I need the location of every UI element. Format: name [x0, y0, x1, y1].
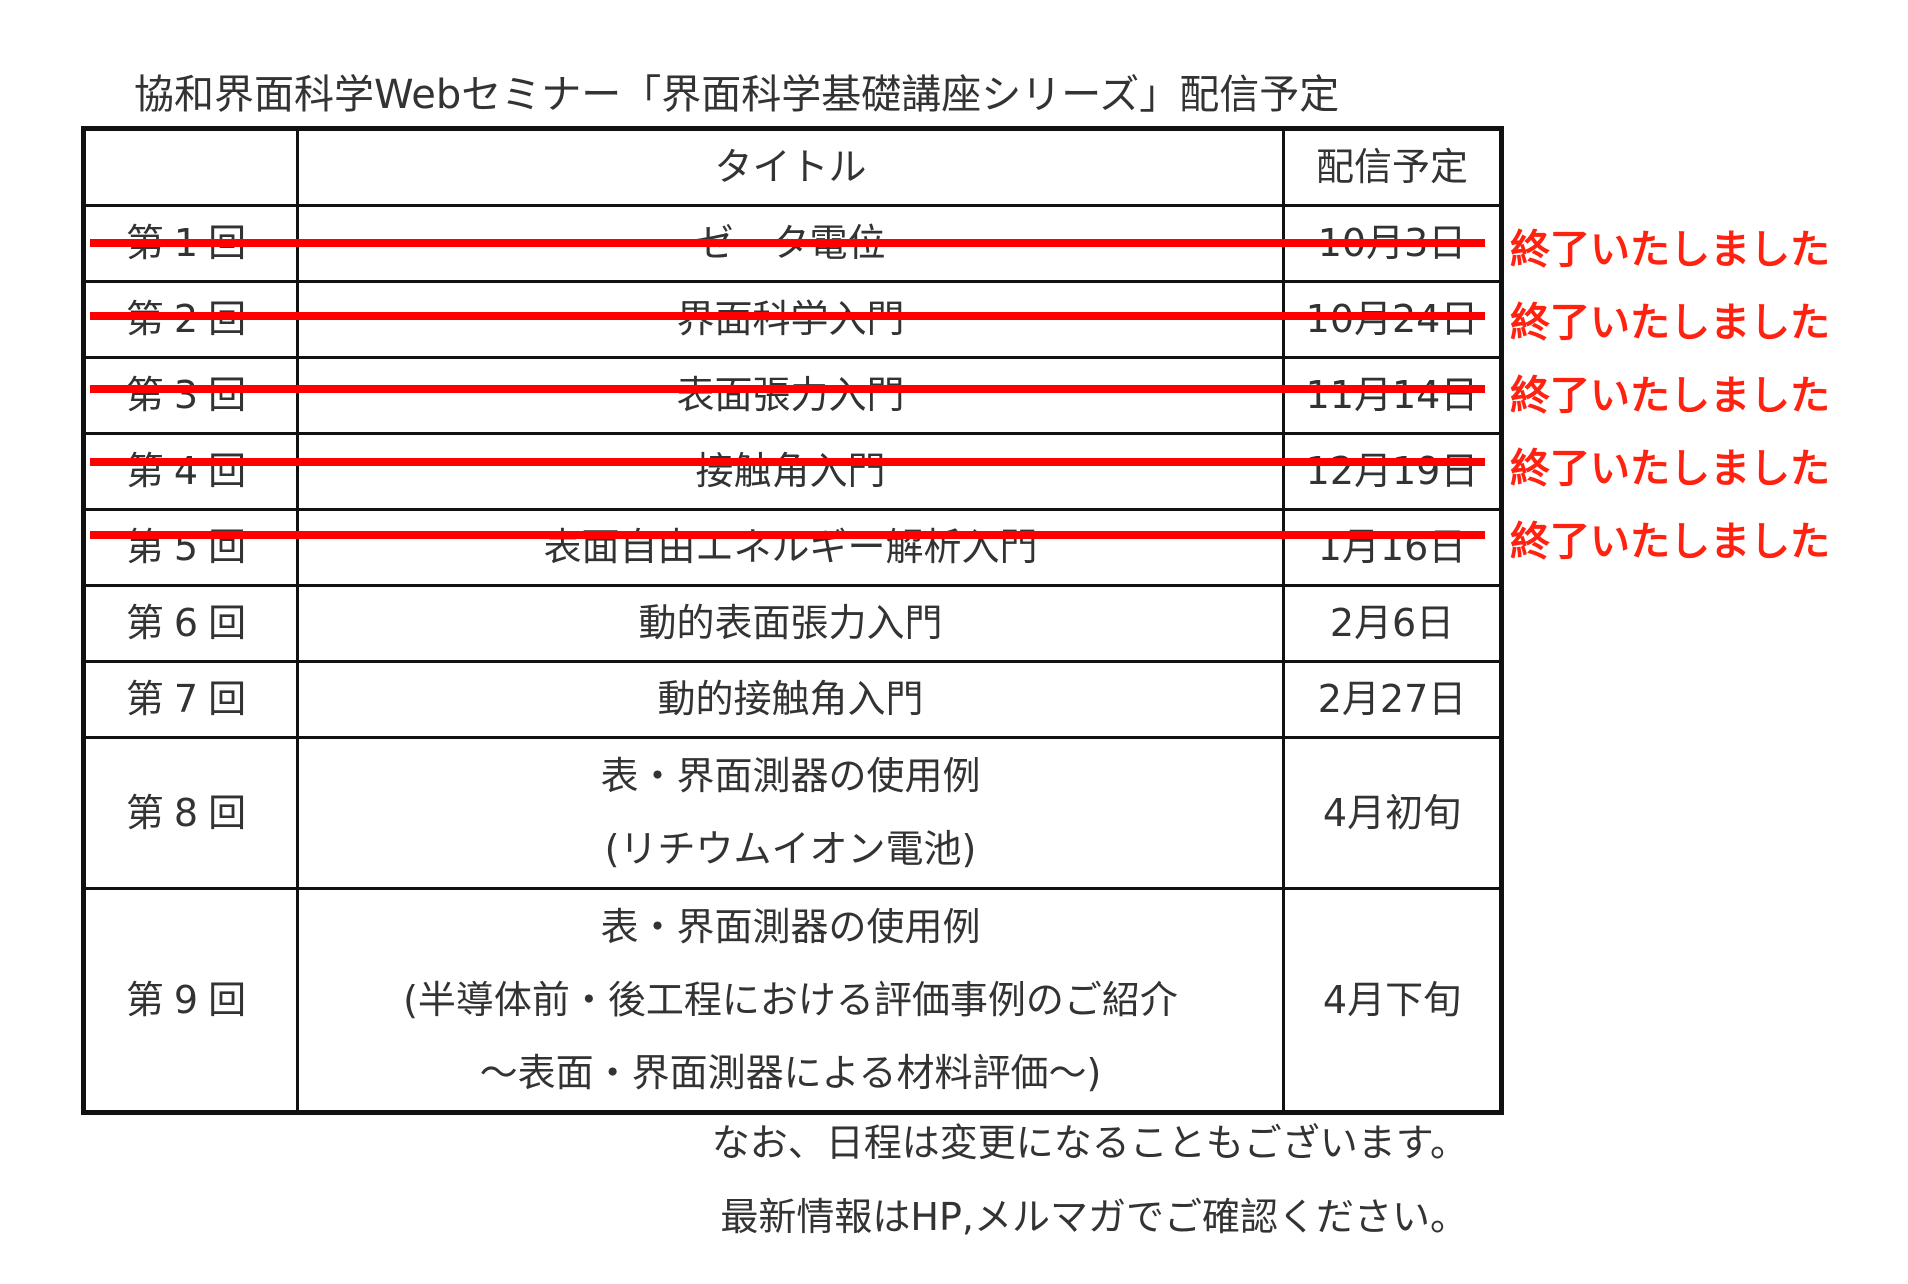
table-row: 第6回 動的表面張力入門 2月6日 [82, 584, 1503, 663]
header-cell: タイトル [296, 127, 1285, 207]
session-title: 表・界面測器の使用例 (リチウムイオン電池) [296, 736, 1285, 890]
session-number: 第5回 [82, 508, 299, 587]
session-title: 表面自由エネルギー解析入門 [296, 508, 1285, 587]
table-row: 第4回 接触角入門 12月19日 [82, 432, 1503, 511]
header-cell: 配信予定 [1282, 127, 1503, 207]
table-row: 第7回 動的接触角入門 2月27日 [82, 660, 1503, 739]
session-number: 第3回 [82, 356, 299, 435]
session-number: 第6回 [82, 584, 299, 663]
status-note: 終了いたしました [1510, 372, 1830, 419]
title-line: 表・界面測器の使用例 [600, 754, 981, 798]
title-line: ～表面・界面測器による材料評価～) [479, 1050, 1102, 1095]
table-row: 第8回 表・界面測器の使用例 (リチウムイオン電池) 4月初旬 [82, 736, 1503, 890]
session-date: 10月24日 [1282, 280, 1503, 359]
table-row: 第9回 表・界面測器の使用例 (半導体前・後工程における評価事例のご紹介 ～表面・界面… [82, 887, 1503, 1114]
session-number: 第7回 [82, 660, 299, 739]
title-line: 界面科学入門 [299, 283, 1282, 356]
page-title: 協和界面科学Webセミナー「界面科学基礎講座シリーズ」配信予定 [134, 72, 1340, 118]
session-date: 1月16日 [1282, 508, 1503, 587]
table-row: 第3回 表面張力入門 11月14日 [82, 356, 1503, 435]
table-row: 第2回界面科学入門10月24日 [82, 280, 1503, 359]
title-line: (リチウムイオン電池) [604, 827, 977, 871]
title-line: 動的接触角入門 [657, 677, 924, 721]
session-title: 界面科学入門 [296, 280, 1285, 359]
session-date: 2月27日 [1282, 660, 1503, 739]
title-line: 接触角入門 [695, 449, 886, 493]
session-date: 4月下旬 [1282, 887, 1503, 1114]
session-number: 第9回 [82, 887, 299, 1114]
strike-line [90, 384, 1485, 393]
strike-line [90, 457, 1485, 466]
session-title: 表・界面測器の使用例 (半導体前・後工程における評価事例のご紹介 ～表面・界面測器に… [296, 887, 1285, 1114]
session-date: 11月14日 [1282, 356, 1503, 435]
session-date: 12月19日 [1282, 432, 1503, 511]
header-cell [82, 127, 299, 207]
session-title: 表面張力入門 [296, 356, 1285, 435]
session-number: 第2回 [82, 280, 299, 359]
footer-note: なお、日程は変更になることもございます。 [711, 1121, 1468, 1165]
footer-note: 最新情報はHP,メルマガでご確認ください。 [720, 1195, 1468, 1239]
session-date: 4月初旬 [1282, 736, 1503, 890]
session-number: 第4回 [82, 432, 299, 511]
strike-line [90, 530, 1485, 539]
session-date: 2月6日 [1282, 584, 1503, 663]
status-note: 終了いたしました [1510, 445, 1830, 492]
title-line: 表面自由エネルギー解析入門 [543, 525, 1038, 569]
status-note: 終了いたしました [1510, 299, 1830, 346]
title-line: 動的表面張力入門 [638, 601, 943, 645]
strike-line [90, 238, 1485, 247]
schedule-table: タイトル 配信予定 第1回ゼータ電位10月3日第2回界面科学入門10月24日第3… [81, 126, 1504, 1115]
session-number: 第8回 [82, 736, 299, 890]
session-title: 動的接触角入門 [296, 660, 1285, 739]
table-row: 第5回 表面自由エネルギー解析入門 1月16日 [82, 508, 1503, 587]
title-line: 表面張力入門 [676, 373, 905, 417]
header-row: タイトル 配信予定 [82, 127, 1503, 207]
session-title: 動的表面張力入門 [296, 584, 1285, 663]
strike-line [90, 311, 1485, 320]
session-title: 接触角入門 [296, 432, 1285, 511]
title-line: 表・界面測器の使用例 [600, 904, 981, 949]
status-note: 終了いたしました [1510, 518, 1830, 565]
status-note: 終了いたしました [1510, 226, 1830, 273]
title-line: (半導体前・後工程における評価事例のご紹介 [403, 977, 1178, 1022]
